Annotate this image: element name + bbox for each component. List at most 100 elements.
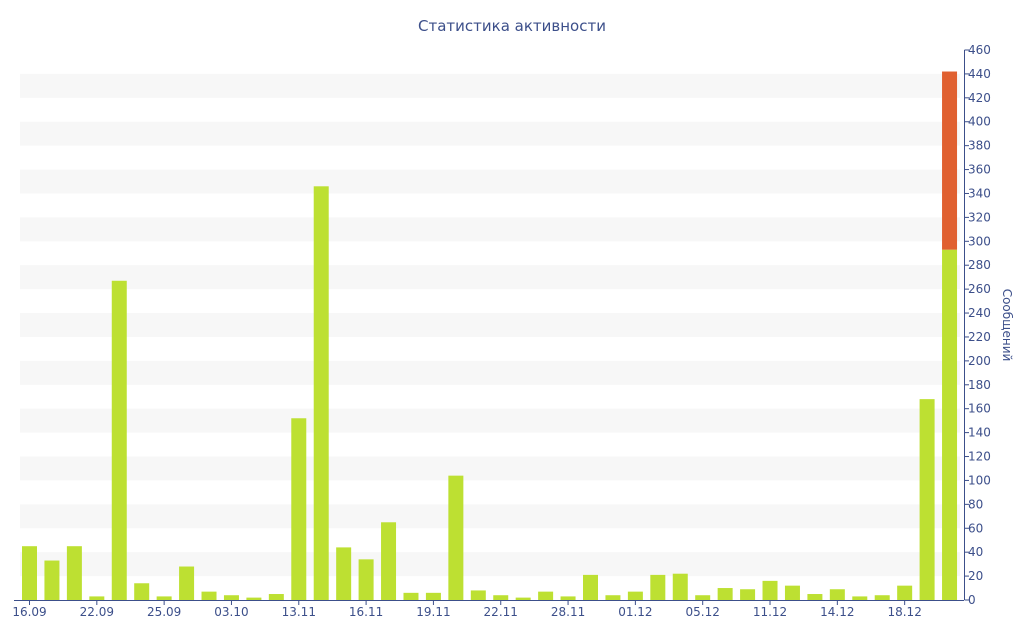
y-tick-label: 180: [968, 378, 991, 392]
background-band: [20, 360, 960, 385]
bar: [156, 596, 172, 600]
y-tick-label: 460: [968, 43, 991, 57]
bar: [470, 590, 486, 600]
y-tick-label: 440: [968, 67, 991, 81]
x-tick-label: 16.09: [12, 605, 46, 619]
chart-title: Статистика активности: [418, 17, 606, 35]
y-tick-label: 260: [968, 282, 991, 296]
y-tick-label: 0: [968, 593, 976, 607]
bar: [852, 596, 868, 600]
background-band: [20, 121, 960, 146]
background-band: [20, 552, 960, 577]
bar: [493, 595, 509, 600]
bar: [448, 475, 464, 600]
background-band: [20, 408, 960, 433]
bar: [695, 595, 711, 600]
bar: [784, 585, 800, 600]
bar: [22, 546, 37, 600]
y-tick-label: 60: [968, 521, 983, 535]
y-tick-label: 80: [968, 497, 983, 511]
background-band: [20, 217, 960, 242]
bar: [44, 560, 60, 600]
bar: [717, 588, 733, 600]
background-band: [20, 73, 960, 98]
y-tick-label: 20: [968, 569, 983, 583]
bar: [381, 522, 397, 600]
bar: [425, 592, 441, 600]
x-axis-ticks: 16.09 22.09 25.09 03.10 13.11 16.11 19.11 22.11…: [12, 600, 922, 619]
y-tick-label: 320: [968, 210, 991, 224]
bar: [560, 596, 576, 600]
x-tick-label: 11.12: [753, 605, 787, 619]
y-tick-label: 140: [968, 426, 991, 440]
background-band: [20, 313, 960, 337]
bar: [762, 580, 778, 600]
y-tick-label: 120: [968, 450, 991, 464]
bar: [268, 594, 284, 600]
background-band: [20, 169, 960, 194]
bar: [829, 589, 845, 600]
x-tick-label: 19.11: [416, 605, 450, 619]
bar: [627, 591, 643, 600]
y-tick-label: 420: [968, 91, 991, 105]
bar-segment-top: [942, 71, 958, 250]
y-tick-label: 300: [968, 234, 991, 248]
bar: [942, 249, 958, 601]
bar: [201, 591, 217, 600]
bar: [291, 418, 307, 600]
bar: [336, 547, 352, 600]
bar: [672, 573, 688, 600]
bar: [807, 594, 823, 600]
x-tick-label: 14.12: [820, 605, 854, 619]
y-axis-title: Сообщений: [1000, 289, 1014, 362]
bar: [874, 595, 890, 600]
x-tick-label: 03.10: [214, 605, 248, 619]
y-tick-label: 220: [968, 330, 991, 344]
background-band: [20, 456, 960, 481]
x-tick-label: 13.11: [282, 605, 316, 619]
bar: [111, 280, 127, 600]
y-tick-label: 400: [968, 115, 991, 129]
y-tick-label: 200: [968, 354, 991, 368]
x-tick-label: 22.09: [80, 605, 114, 619]
bar: [223, 595, 239, 600]
bar: [358, 559, 374, 600]
x-tick-label: 01.12: [618, 605, 652, 619]
y-tick-label: 340: [968, 186, 991, 200]
bar: [66, 546, 82, 600]
y-tick-label: 380: [968, 139, 991, 153]
x-tick-label: 28.11: [551, 605, 585, 619]
y-tick-label: 40: [968, 545, 983, 559]
bar: [538, 591, 554, 600]
bar: [583, 574, 598, 600]
background-band: [20, 265, 960, 290]
x-tick-label: 18.12: [887, 605, 921, 619]
x-tick-label: 05.12: [686, 605, 720, 619]
bars: [22, 71, 958, 601]
bar: [919, 399, 935, 600]
y-tick-label: 280: [968, 258, 991, 272]
bar: [313, 186, 329, 601]
background-band: [20, 504, 960, 529]
x-tick-label: 16.11: [349, 605, 383, 619]
bar: [605, 595, 621, 600]
bar: [650, 574, 666, 600]
y-tick-label: 240: [968, 306, 991, 320]
y-tick-label: 360: [968, 163, 991, 177]
bar: [89, 596, 105, 600]
bar: [246, 597, 262, 600]
bar: [897, 585, 913, 600]
bar: [179, 566, 195, 600]
y-tick-label: 100: [968, 473, 991, 487]
background-bands: [20, 73, 960, 577]
x-tick-label: 22.11: [484, 605, 518, 619]
y-tick-label: 160: [968, 402, 991, 416]
y-axis-ticks: 0 20 40 60 80 100 120 140 160 180 200 220 240 260 280 3…: [964, 43, 991, 607]
bar: [515, 597, 531, 600]
bar: [403, 592, 419, 600]
bar: [740, 589, 756, 600]
x-tick-label: 25.09: [147, 605, 181, 619]
bar: [134, 583, 150, 600]
